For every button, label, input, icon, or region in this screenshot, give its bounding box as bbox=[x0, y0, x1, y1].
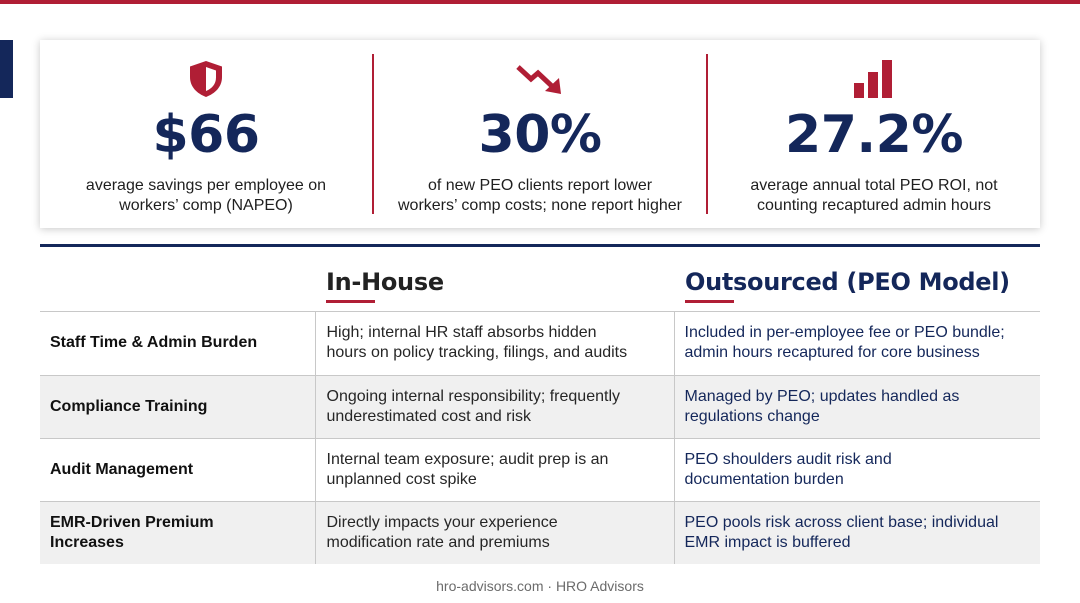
comparison-table: Staff Time & Admin Burden High; internal… bbox=[40, 312, 1040, 564]
in-house-cell: Directly impacts your experience modific… bbox=[315, 500, 675, 564]
stat-value: 30% bbox=[478, 105, 602, 165]
row-label: EMR-Driven Premium Increases bbox=[40, 500, 316, 564]
stat-value: $66 bbox=[152, 105, 260, 165]
shield-icon bbox=[188, 58, 224, 100]
bar-chart-icon bbox=[853, 58, 895, 100]
stat-description: average savings per employee on workers’… bbox=[85, 177, 327, 214]
stat-clients: 30% of new PEO clients report lower work… bbox=[374, 40, 706, 228]
stat-roi: 27.2% average annual total PEO ROI, not … bbox=[708, 40, 1040, 228]
stat-description: average annual total PEO ROI, not counti… bbox=[750, 177, 998, 214]
stats-card: $66 average savings per employee on work… bbox=[40, 40, 1040, 228]
table-row: Audit Management Internal team exposure;… bbox=[40, 437, 1040, 501]
row-label: Compliance Training bbox=[40, 374, 316, 438]
table-row: Staff Time & Admin Burden High; internal… bbox=[40, 312, 1040, 375]
trend-down-arrow-icon bbox=[515, 58, 565, 100]
footer-credit: hro-advisors.com · HRO Advisors bbox=[436, 578, 644, 594]
stat-divider bbox=[372, 54, 374, 214]
stat-divider bbox=[706, 54, 708, 214]
peo-cell: PEO pools risk across client base; indiv… bbox=[674, 500, 1040, 564]
stat-description: of new PEO clients report lower workers’… bbox=[398, 177, 682, 214]
header-rule bbox=[40, 311, 1040, 312]
stat-savings: $66 average savings per employee on work… bbox=[40, 40, 372, 228]
stat-value: 27.2% bbox=[785, 105, 963, 165]
section-divider bbox=[40, 244, 1040, 247]
side-accent-tab bbox=[0, 40, 13, 98]
top-accent-bar bbox=[0, 0, 1080, 4]
in-house-cell: Ongoing internal responsibility; frequen… bbox=[315, 374, 675, 438]
in-house-cell: Internal team exposure; audit prep is an… bbox=[315, 437, 675, 501]
column-header-underline bbox=[685, 300, 734, 303]
row-label: Staff Time & Admin Burden bbox=[40, 312, 316, 375]
column-header-in-house: In-House bbox=[326, 268, 444, 296]
column-header-underline bbox=[326, 300, 375, 303]
in-house-cell: High; internal HR staff absorbs hidden h… bbox=[315, 312, 675, 375]
row-label: Audit Management bbox=[40, 437, 316, 501]
peo-cell: Managed by PEO; updates handled as regul… bbox=[674, 374, 1040, 438]
column-header-outsourced: Outsourced (PEO Model) bbox=[685, 268, 1010, 296]
table-row: Compliance Training Ongoing internal res… bbox=[40, 374, 1040, 438]
peo-cell: Included in per-employee fee or PEO bund… bbox=[684, 324, 1005, 362]
table-row: EMR-Driven Premium Increases Directly im… bbox=[40, 500, 1040, 564]
peo-cell: PEO shoulders audit risk and documentati… bbox=[674, 437, 1040, 501]
